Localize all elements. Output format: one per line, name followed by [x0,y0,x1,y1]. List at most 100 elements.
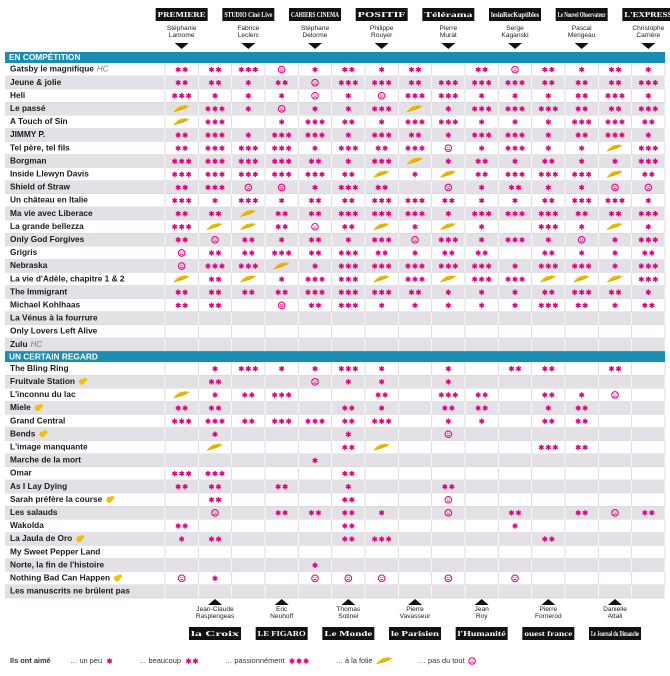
star [578,263,585,269]
star [512,197,518,204]
star [182,145,188,151]
star [175,237,181,243]
star [178,536,185,542]
star [282,289,288,295]
frown-eye [470,659,472,661]
frown-eye [180,576,182,578]
row-bg [5,545,665,559]
palm-stem [440,222,455,231]
star [642,510,648,516]
star [645,145,652,151]
film-title: JIMMY P. [10,129,45,139]
rating [542,289,555,295]
star [419,197,425,204]
star [349,197,355,204]
rating [405,276,425,282]
rating [342,171,355,178]
rating [245,106,252,112]
palm-stem [173,104,188,113]
rating [206,443,223,451]
rating [312,263,318,269]
star [545,145,552,151]
star [378,510,385,516]
film-title: Les salauds [10,507,58,517]
star [208,210,215,217]
star [175,289,181,295]
star [285,250,292,256]
rating [505,276,525,282]
palm-stem [240,222,255,231]
star [338,276,345,282]
star [245,79,252,86]
rating [205,184,225,191]
star [338,250,345,256]
film-title: Gatsby le magnifique [10,64,94,74]
star [238,171,245,178]
star [575,418,581,424]
outlet-logo-box [422,8,475,21]
star [352,184,359,191]
star [319,418,325,424]
up-arrow [208,599,222,605]
rating [606,143,623,152]
critic-first-name: Philippe [370,25,394,32]
frown [177,249,186,257]
star [378,289,385,295]
rating [508,366,522,372]
star [215,497,222,503]
frown [277,301,286,310]
rating [445,106,452,112]
star [412,276,418,282]
film-title: Le passé [10,103,46,113]
star [275,483,281,490]
star [352,250,359,256]
star [219,145,225,151]
rating [212,431,218,437]
rating [338,289,359,295]
star [615,79,622,86]
first-film-icon-part [43,430,48,435]
rating [205,418,225,424]
star [412,93,418,99]
star [208,66,215,73]
down-arrow [441,43,456,49]
star [445,119,452,125]
star [171,418,178,424]
star [619,93,625,99]
rating [478,237,485,243]
rating [645,66,652,73]
star [175,405,181,411]
rating [606,170,623,178]
rating [175,79,188,86]
film-title: Sarah préfère la course [10,494,103,504]
rating [371,536,392,542]
rating [545,237,552,243]
star [352,289,359,295]
star [378,405,385,411]
star [385,237,392,243]
star [171,197,178,204]
first-film-icon-part [38,404,43,409]
star [512,210,518,217]
star [342,444,348,451]
rating [505,79,525,86]
rating [508,510,522,516]
row-bg [5,375,665,389]
rating [444,495,453,504]
frown-eye [472,659,474,661]
frown-eye [315,81,317,83]
rating [175,289,188,295]
star [345,106,352,112]
film-title: Jeune & jolie [10,77,62,87]
film-title: Nebraska [10,260,48,270]
star [645,276,652,282]
rating [275,289,288,295]
star [242,418,248,424]
film-title: L'inconnu du lac [10,389,76,399]
star [308,510,315,516]
palm-stem [440,170,455,178]
star [452,237,459,243]
rating [308,250,322,256]
rating [245,132,252,138]
rating [312,457,318,464]
